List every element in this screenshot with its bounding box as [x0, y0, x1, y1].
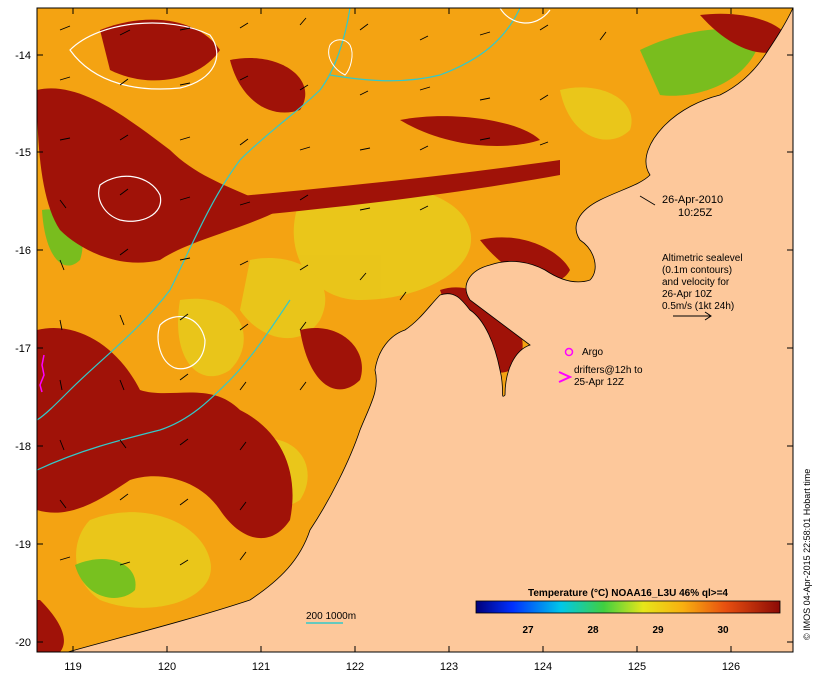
longitude-labels: 119 120 121 122 123 124 125 126 — [64, 661, 740, 673]
drifter-track — [39, 354, 45, 393]
colorbar-tick: 28 — [587, 625, 599, 636]
lon-label: 124 — [534, 661, 552, 673]
timestamp-pointer — [639, 195, 656, 206]
contour-line — [328, 39, 353, 76]
velocity-scale-arrow — [673, 311, 712, 321]
land — [67, 8, 793, 652]
bathymetry-label: 200 1000m — [306, 611, 356, 622]
lat-label: -15 — [15, 147, 31, 159]
drifter-marker — [558, 371, 573, 383]
altimetry-line: 26-Apr 10Z — [662, 289, 712, 300]
sst-red-patches — [37, 13, 790, 652]
lon-label: 119 — [64, 661, 82, 673]
timestamp-date: 26-Apr-2010 — [662, 194, 723, 206]
contour-line — [98, 175, 162, 222]
argo-label: Argo — [582, 347, 604, 358]
colorbar-ticks: 27 28 29 30 — [522, 625, 729, 636]
contour-line — [499, 8, 551, 24]
map-plot — [37, 8, 793, 652]
lat-label: -18 — [15, 441, 31, 453]
timestamp-time: 10:25Z — [678, 207, 713, 219]
lat-label: -17 — [15, 343, 31, 355]
lon-label: 120 — [158, 661, 176, 673]
timestamp: 26-Apr-2010 10:25Z — [662, 194, 723, 219]
lon-label: 126 — [722, 661, 740, 673]
lat-label: -19 — [15, 539, 31, 551]
colorbar-tick: 30 — [717, 625, 729, 636]
plot-frame — [36, 7, 794, 653]
drifters-label-1: drifters@12h to — [574, 365, 643, 376]
colorbar-tick: 27 — [522, 625, 534, 636]
lon-label: 125 — [628, 661, 646, 673]
lat-label: -20 — [15, 637, 31, 649]
altimetry-line: Altimetric sealevel — [662, 253, 743, 264]
credit: © IMOS 04-Apr-2015 22:58:01 Hobart time — [802, 469, 812, 640]
sst-green-patches — [42, 29, 760, 598]
latitude-labels: -14 -15 -16 -17 -18 -19 -20 — [15, 50, 31, 649]
altimetry-note: Altimetric sealevel (0.1m contours) and … — [662, 253, 743, 312]
altimetry-line: 0.5m/s (1kt 24h) — [662, 301, 734, 312]
colorbar-tick: 29 — [652, 625, 664, 636]
lon-label: 123 — [440, 661, 458, 673]
isobath-line — [37, 8, 351, 421]
lon-label: 122 — [346, 661, 364, 673]
isobath-line — [37, 8, 521, 471]
lat-label: -16 — [15, 245, 31, 257]
drifters-label-2: 25-Apr 12Z — [574, 377, 624, 388]
colorbar-title: Temperature (°C) NOAA16_L3U 46% ql>=4 — [528, 588, 728, 599]
altimetry-line: and velocity for — [662, 277, 730, 288]
altimetry-line: (0.1m contours) — [662, 265, 732, 276]
lat-label: -14 — [15, 50, 31, 62]
axis-ticks — [37, 8, 793, 652]
contour-line — [69, 22, 218, 90]
argo-marker — [564, 347, 574, 357]
colorbar — [475, 600, 781, 614]
velocity-arrows — [59, 17, 607, 566]
lon-label: 121 — [252, 661, 270, 673]
